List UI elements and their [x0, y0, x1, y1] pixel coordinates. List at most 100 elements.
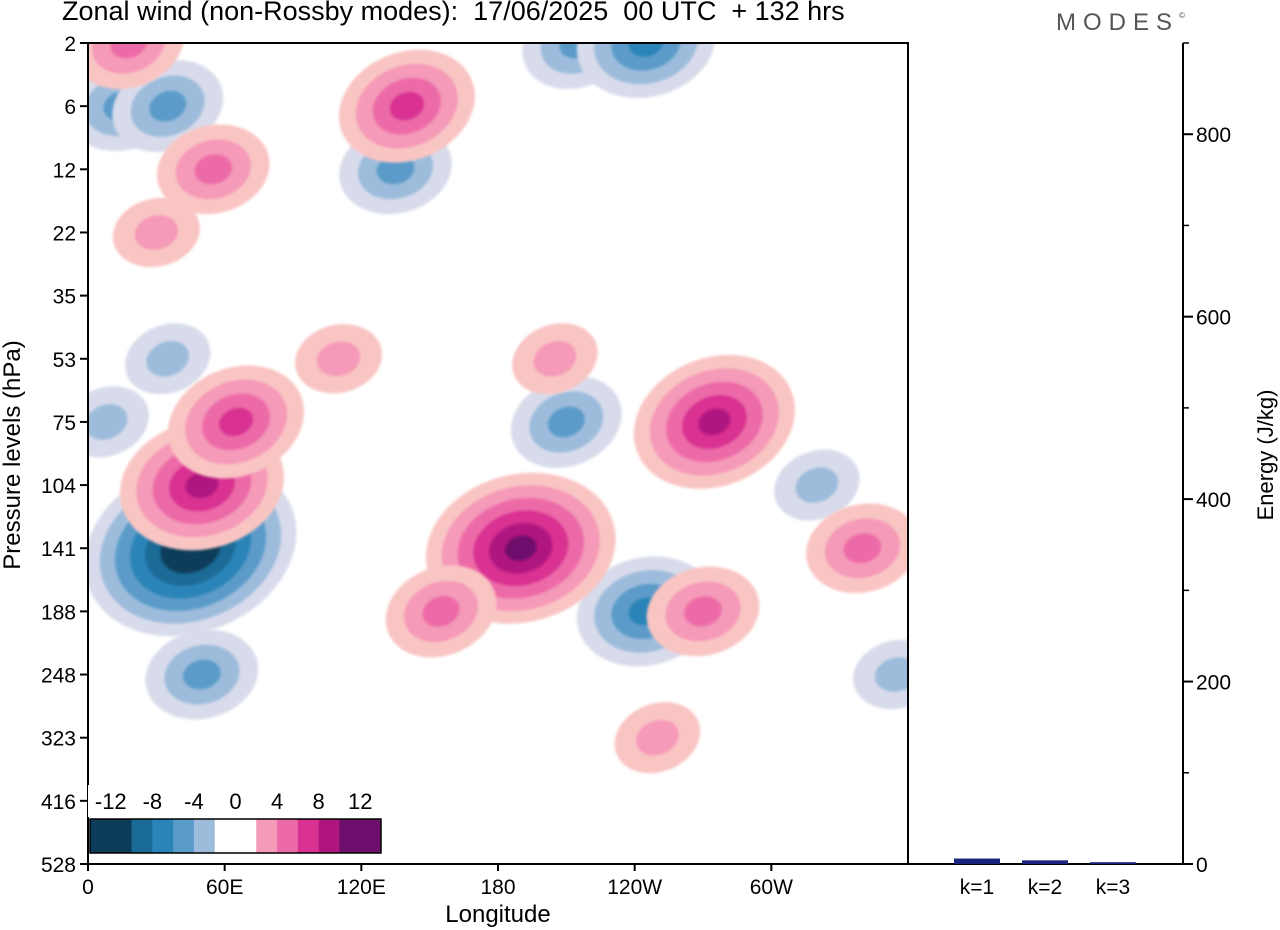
- contour-band: [146, 340, 190, 377]
- contour-band: [533, 340, 577, 377]
- y-tick-label: 188: [41, 601, 76, 624]
- energy-bar-chart: 0 200 400 600 800 k=1 k=2 k=3: [908, 42, 1231, 899]
- contour-band: [183, 659, 221, 690]
- energy-tick-label: 0: [1196, 854, 1208, 877]
- y-tick-label: 416: [41, 791, 76, 814]
- wind-anomaly-feature: [168, 365, 305, 479]
- colorbar-swatch: [110, 819, 133, 853]
- x-tick-label: 60E: [206, 876, 243, 899]
- wind-anomaly-feature: [512, 323, 598, 395]
- y-axis-label: Pressure levels (hPa): [0, 340, 26, 569]
- contour-band: [843, 533, 882, 564]
- modes-logo: MODES©: [1056, 9, 1185, 36]
- wind-anomaly-feature: [112, 197, 200, 268]
- wind-anomaly-feature: [124, 323, 211, 395]
- x-tick-label: 0: [82, 876, 94, 899]
- wind-anomaly-feature: [614, 702, 701, 774]
- wind-anomaly-feature: [806, 503, 908, 594]
- colorbar-swatch: [256, 819, 278, 853]
- y-tick-label: 2: [64, 33, 76, 56]
- contour-band: [389, 92, 424, 121]
- y-tick-label: 6: [64, 96, 76, 119]
- wind-anomaly-feature: [646, 566, 760, 657]
- colorbar-tick-label: 8: [313, 789, 325, 814]
- colorbar-swatch: [131, 819, 153, 853]
- logo-text: MODES: [1056, 9, 1180, 36]
- energy-tick-label: 200: [1196, 672, 1231, 695]
- colorbar-swatch: [318, 819, 340, 853]
- contour-band: [88, 404, 128, 440]
- contour-band: [110, 43, 148, 59]
- colorbar-tick-label: -12: [95, 789, 127, 814]
- y-tick-label: 528: [41, 854, 76, 877]
- wind-anomaly-feature: [853, 639, 908, 710]
- wind-anomaly-feature: [633, 354, 795, 489]
- colorbar-frame: [89, 818, 382, 854]
- wind-anomaly-feature: [145, 629, 259, 720]
- y-tick-label: 104: [41, 475, 76, 498]
- wind-anomaly-feature: [338, 49, 475, 163]
- colorbar-legend: -12 -8 -4 0 4 8 12: [88, 785, 383, 854]
- contour-band: [611, 43, 681, 71]
- wind-anomaly-feature: [576, 43, 716, 99]
- wind-anomaly-feature: [295, 324, 383, 394]
- colorbar-tick-label: 0: [229, 789, 241, 814]
- y-tick-label: 248: [41, 665, 76, 688]
- x-tick-label: 120W: [607, 876, 662, 899]
- y-tick-label: 35: [53, 286, 76, 309]
- x-tick-label: 180: [480, 876, 515, 899]
- wind-anomaly-feature: [385, 565, 497, 658]
- energy-bar: [1090, 862, 1136, 864]
- colorbar-tick-label: 4: [271, 789, 283, 814]
- x-tick-label: 120E: [337, 876, 386, 899]
- energy-category-label: k=3: [1096, 876, 1130, 899]
- contour-band: [149, 90, 187, 122]
- colorbar-swatch: [360, 819, 382, 853]
- x-tick-label: 60W: [750, 876, 793, 899]
- y-tick-label: 323: [41, 728, 76, 751]
- colorbar-swatch: [90, 819, 112, 853]
- energy-tick-label: 400: [1196, 489, 1231, 512]
- colorbar-swatch: [214, 819, 236, 853]
- wind-anomaly-feature: [510, 375, 622, 468]
- x-axis-label: Longitude: [445, 901, 550, 928]
- energy-category-label: k=2: [1028, 876, 1062, 899]
- chart-title: Zonal wind (non-Rossby modes): 17/06/202…: [62, 0, 845, 26]
- contour-band: [134, 215, 179, 250]
- wind-anomaly-feature: [774, 449, 860, 521]
- colorbar-swatch: [152, 819, 174, 853]
- contour-band: [547, 406, 585, 438]
- wind-anomaly-feature: [88, 386, 149, 458]
- y-tick-label: 22: [53, 222, 76, 245]
- colorbar-swatch: [235, 819, 257, 853]
- contour-band: [795, 467, 839, 503]
- contour-band: [194, 154, 233, 185]
- contour-band: [698, 408, 731, 436]
- contour-band: [219, 407, 254, 437]
- y-tick-label: 12: [53, 159, 76, 182]
- contour-band: [628, 43, 664, 57]
- heatmap-field: [88, 43, 908, 774]
- y-tick-label: 141: [41, 538, 76, 561]
- colorbar-tick-label: -8: [143, 789, 163, 814]
- contour-band: [684, 596, 722, 627]
- colorbar-swatch: [193, 819, 216, 853]
- energy-bar: [954, 858, 1000, 864]
- x-axis: 0 60E 120E 180 120W 60W: [82, 864, 793, 899]
- contour-band: [185, 472, 219, 499]
- wind-anomaly-feature: [156, 124, 270, 215]
- y-axis: 2 6 12 22 35 53 75 104 141 188 248 323 416 528: [41, 33, 88, 877]
- contour-band: [504, 535, 537, 561]
- colorbar-swatch: [297, 819, 320, 853]
- colorbar-label-bg: [88, 785, 383, 817]
- energy-category-label: k=1: [960, 876, 994, 899]
- colorbar-tick-label: -4: [184, 789, 204, 814]
- colorbar-swatch: [339, 819, 361, 853]
- colorbar-swatch: [277, 819, 299, 853]
- contour-band: [636, 719, 679, 756]
- y-tick-label: 75: [53, 412, 76, 435]
- colorbar-swatch: [173, 819, 195, 853]
- energy-axis-label: Energy (J/kg): [1253, 390, 1278, 521]
- energy-bar: [1022, 860, 1068, 864]
